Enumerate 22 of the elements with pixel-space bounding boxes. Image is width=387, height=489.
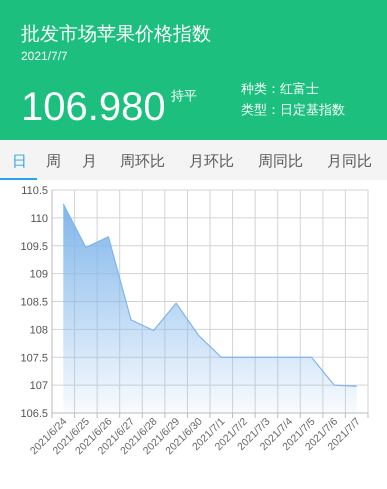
- text: 月: [82, 153, 97, 170]
- y-tick-label: 108.5: [20, 296, 48, 308]
- text: 月同比: [327, 153, 372, 170]
- y-tick-label: 109: [30, 268, 48, 281]
- text: 106.980: [21, 85, 166, 129]
- y-tick-label: 110.5: [21, 185, 48, 197]
- y-tick-label: 108: [30, 324, 48, 336]
- text: 日: [12, 153, 27, 170]
- text: 周环比: [120, 153, 165, 170]
- text: 2021/7/7: [21, 49, 68, 63]
- text: 类型：日定基指数: [241, 102, 345, 117]
- text: 持平: [171, 88, 197, 103]
- y-tick-label: 110: [30, 212, 48, 225]
- y-tick-label: 109.5: [20, 240, 48, 253]
- y-tick-label: 107: [30, 380, 48, 392]
- text: 月环比: [189, 153, 234, 170]
- text: 周: [46, 153, 61, 170]
- y-tick-label: 107.5: [20, 352, 48, 364]
- y-tick-label: 106.5: [20, 408, 48, 420]
- text: 批发市场苹果价格指数: [21, 23, 211, 45]
- text: 周同比: [258, 153, 303, 170]
- text: 种类：红富士: [241, 81, 319, 96]
